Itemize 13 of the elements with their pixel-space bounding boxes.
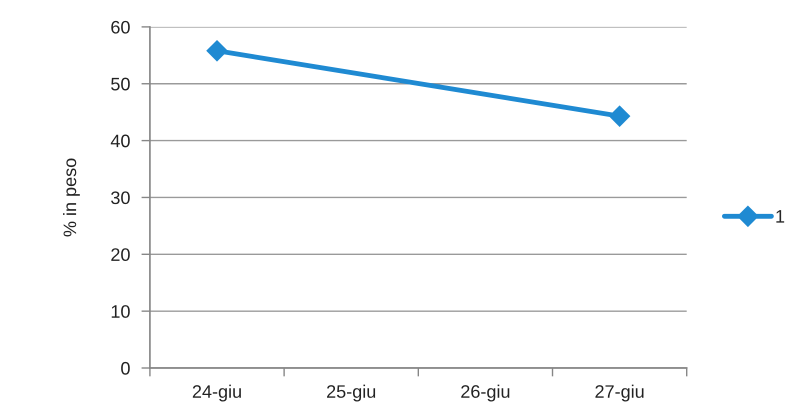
y-tick-label: 50 xyxy=(111,78,130,90)
y-tick-label: 60 xyxy=(111,20,130,34)
y-tick-label: 10 xyxy=(112,305,130,318)
y-axis-title: % in peso xyxy=(63,158,80,236)
x-tick-label: 27-giu xyxy=(595,384,644,402)
legend-label: 1 xyxy=(776,210,784,223)
x-tick-label: 26-giu xyxy=(461,384,510,402)
y-tick-label: 30 xyxy=(111,191,130,204)
y-tick-label: 20 xyxy=(111,248,130,262)
y-tick-label: 0 xyxy=(121,362,130,375)
y-tick-label: 40 xyxy=(110,134,130,148)
x-tick-label: 24-giu xyxy=(192,384,241,402)
x-tick-label: 25-giu xyxy=(327,384,376,402)
